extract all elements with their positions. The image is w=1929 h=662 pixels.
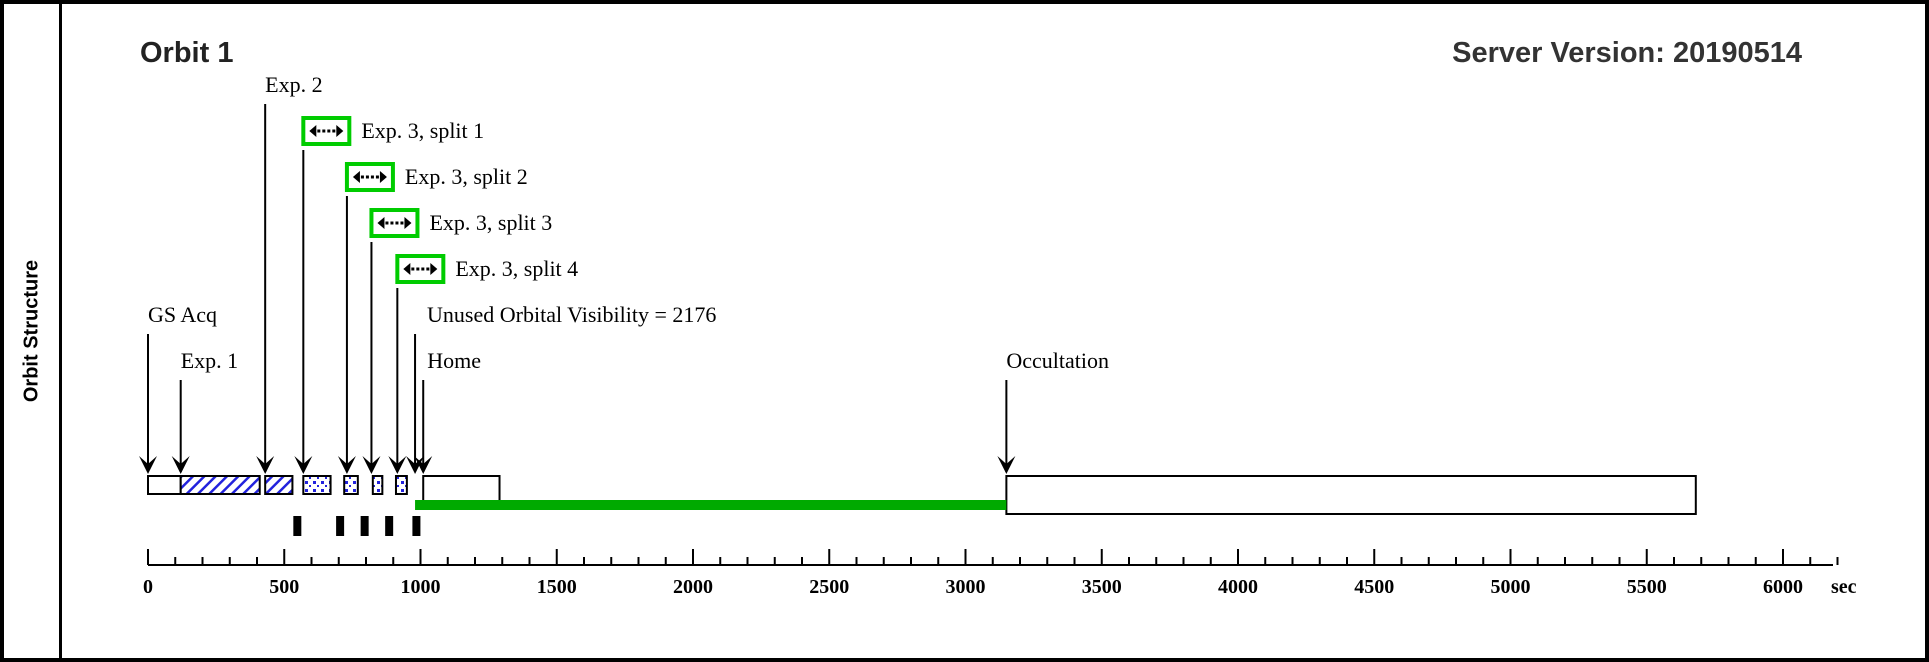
- home-label: Home: [427, 348, 481, 373]
- exp-3-split-1-block: [302, 475, 332, 495]
- tick-label: 2000: [673, 576, 713, 598]
- events: GS Acq Exp. 1 Exp. 2 Exp. 3, split 1 Exp. 3,…: [139, 72, 1109, 474]
- split-marker-3: [360, 516, 369, 536]
- exp-3-split-3-label: Exp. 3, split 3: [429, 210, 552, 235]
- exp-3-split-3-range-arrows-icon: [377, 217, 412, 229]
- unused-visibility-arrowhead: [406, 456, 425, 474]
- tick-label: 3000: [946, 576, 986, 598]
- occultation-label: Occultation: [1006, 348, 1109, 373]
- split-marker-5: [412, 516, 421, 536]
- exp-3-split-4-block: [394, 475, 408, 495]
- side-label-cell: Orbit Structure: [4, 4, 62, 658]
- occultation-block: [1005, 475, 1697, 515]
- tick-label: 1500: [537, 576, 577, 598]
- exp-1-block: [179, 475, 261, 495]
- unused-visibility-bar: [415, 500, 1007, 510]
- exp-2-label: Exp. 2: [265, 72, 322, 97]
- exp-3-split-4-arrowhead: [388, 456, 407, 474]
- exp-3-split-1-range-arrows-icon: [309, 125, 344, 137]
- exp-3-split-1-arrowhead: [294, 456, 313, 474]
- tick-label: 1000: [401, 576, 441, 598]
- exp-3-split-2-label: Exp. 3, split 2: [405, 164, 528, 189]
- tick-label: 5500: [1627, 576, 1667, 598]
- exp-3-split-3-arrowhead: [362, 456, 381, 474]
- exp-3-split-2-range-arrows-icon: [352, 171, 387, 183]
- tick-label: 4000: [1218, 576, 1258, 598]
- tick-label: 6000: [1763, 576, 1803, 598]
- axis-unit-label: sec: [1831, 576, 1857, 598]
- split-marker-1: [293, 516, 302, 536]
- exp-3-split-4-label: Exp. 3, split 4: [455, 256, 578, 281]
- exp-3-split-1-label: Exp. 3, split 1: [361, 118, 484, 143]
- tick-label: 500: [269, 576, 299, 598]
- time-axis: 0 500 1000 1500 2000 2500 3000 3500 4000 4500 5000…: [143, 549, 1857, 598]
- tick-label: 3500: [1082, 576, 1122, 598]
- exp-3-split-3-block: [371, 475, 384, 495]
- tick-label: 5000: [1491, 576, 1531, 598]
- tick-label: 0: [143, 576, 153, 598]
- home-arrowhead: [414, 456, 433, 474]
- occultation-arrowhead: [997, 456, 1016, 474]
- exp-1-label: Exp. 1: [181, 348, 238, 373]
- exp-3-split-2-block: [343, 475, 359, 495]
- orbit-title: Orbit 1: [140, 37, 233, 69]
- split-marker-4: [385, 516, 394, 536]
- tick-label: 2500: [809, 576, 849, 598]
- split-marker-2: [336, 516, 345, 536]
- exp-1-arrowhead: [171, 456, 190, 474]
- exp-3-split-2-arrowhead: [337, 456, 356, 474]
- home-block: [422, 475, 501, 503]
- exp-2-arrowhead: [256, 456, 275, 474]
- server-version: Server Version: 20190514: [1452, 37, 1802, 69]
- gs-acq-label: GS Acq: [148, 302, 217, 327]
- tick-label: 4500: [1354, 576, 1394, 598]
- exp-2-block: [264, 475, 294, 495]
- exp-3-split-4-range-arrows-icon: [403, 263, 438, 275]
- gs-acq-block: [147, 475, 182, 495]
- gs-acq-arrowhead: [139, 456, 157, 474]
- segments: [147, 475, 1697, 515]
- markers: [293, 516, 421, 536]
- unused-visibility-label: Unused Orbital Visibility = 2176: [427, 302, 716, 327]
